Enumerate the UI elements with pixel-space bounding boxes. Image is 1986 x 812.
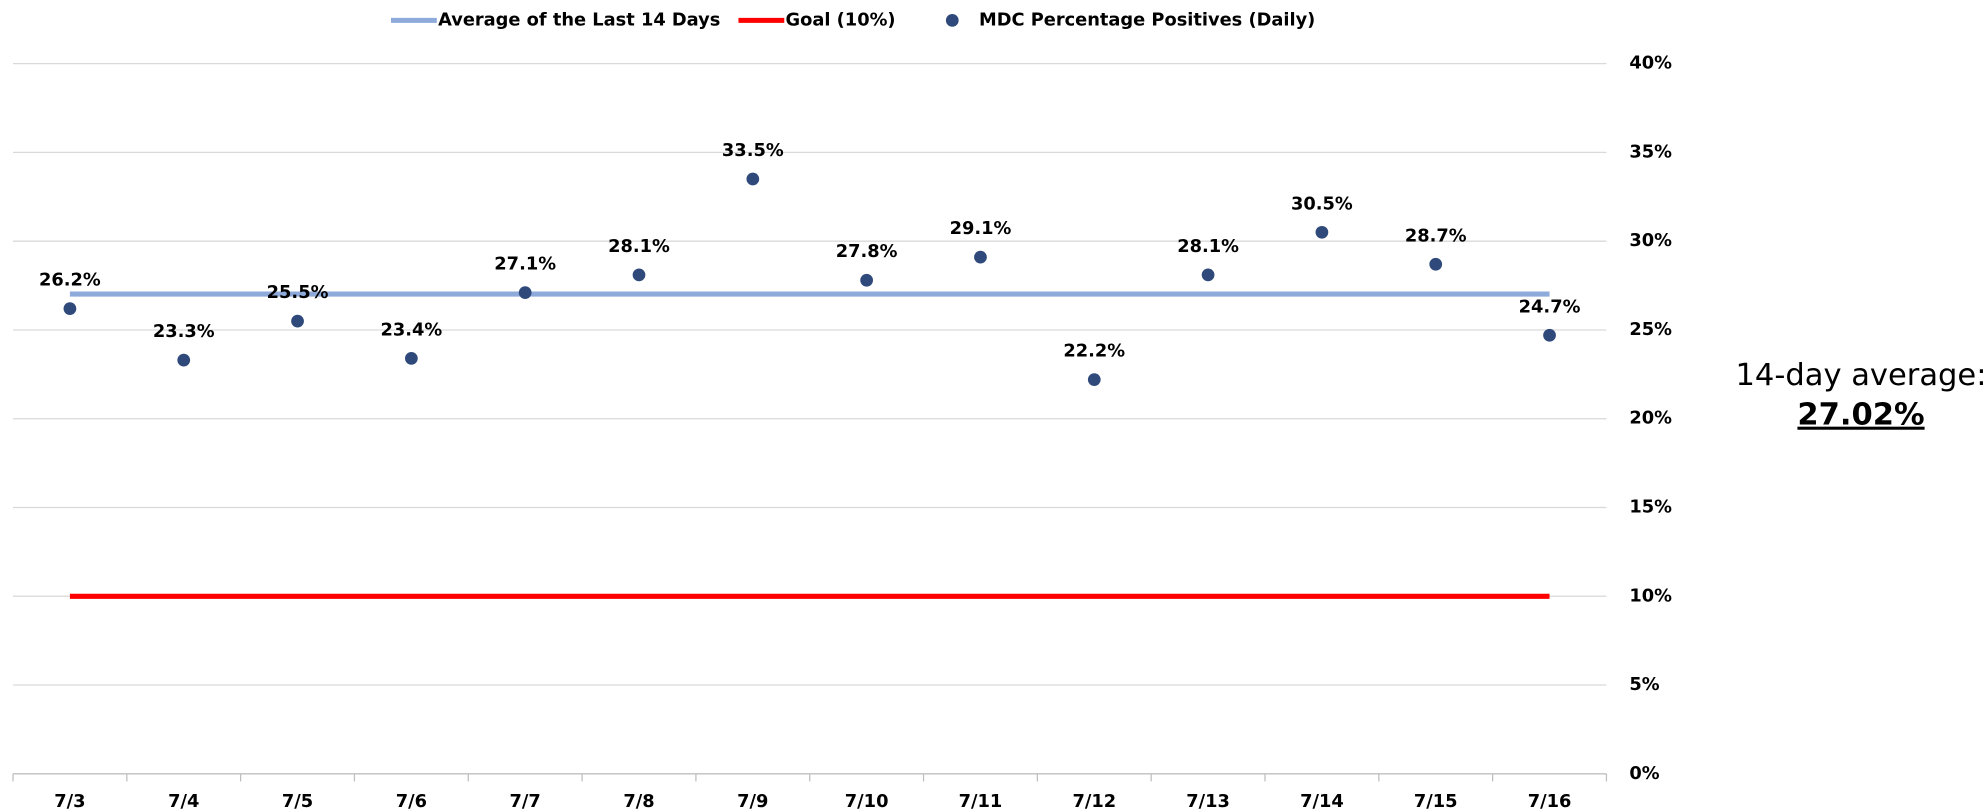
x-tick-label: 7/11 — [959, 791, 1003, 812]
data-point — [974, 250, 987, 264]
data-point — [405, 351, 418, 365]
x-tick-label: 7/13 — [1186, 791, 1230, 812]
data-label: 29.1% — [950, 218, 1012, 239]
data-label: 30.5% — [1291, 193, 1353, 214]
legend-swatch — [945, 14, 959, 27]
data-point — [1201, 268, 1215, 282]
y-tick-label: 30% — [1629, 230, 1672, 251]
data-label: 23.3% — [153, 321, 215, 342]
x-tick-label: 7/14 — [1300, 791, 1344, 812]
legend-label: Average of the Last 14 Days — [438, 9, 720, 30]
data-point — [291, 314, 304, 328]
y-tick-label: 35% — [1629, 141, 1672, 162]
legend-label: Goal (10%) — [786, 9, 896, 30]
data-label: 22.2% — [1063, 341, 1125, 362]
y-tick-label: 10% — [1629, 585, 1672, 606]
data-point — [746, 172, 760, 186]
x-tick-label: 7/7 — [510, 791, 541, 812]
y-tick-label: 0% — [1629, 763, 1659, 784]
data-label: 27.1% — [494, 254, 556, 275]
x-tick-label: 7/6 — [396, 791, 427, 812]
data-point — [860, 273, 873, 287]
y-tick-label: 15% — [1629, 497, 1672, 518]
y-tick-label: 20% — [1629, 408, 1672, 429]
data-point — [1429, 257, 1443, 271]
x-tick-label: 7/16 — [1528, 791, 1572, 812]
x-tick-label: 7/12 — [1072, 791, 1116, 812]
data-label: 27.8% — [836, 241, 898, 262]
x-tick-label: 7/4 — [168, 791, 199, 812]
x-tick-label: 7/3 — [54, 791, 85, 812]
y-tick-label: 40% — [1629, 53, 1672, 74]
annotation-value: 27.02% — [1797, 398, 1924, 433]
data-label: 28.1% — [1177, 236, 1239, 257]
x-tick-label: 7/5 — [282, 791, 313, 812]
data-point — [177, 353, 191, 367]
data-label: 28.7% — [1405, 225, 1467, 246]
annotation-label: 14-day average: — [1735, 358, 1986, 393]
x-tick-label: 7/15 — [1414, 791, 1458, 812]
x-tick-label: 7/8 — [623, 791, 654, 812]
data-point — [1087, 373, 1101, 387]
data-label: 23.4% — [380, 319, 442, 340]
y-tick-label: 5% — [1629, 674, 1659, 695]
data-label: 28.1% — [608, 236, 670, 257]
data-label: 33.5% — [722, 140, 784, 161]
data-label: 25.5% — [267, 282, 329, 303]
data-label: 26.2% — [39, 270, 101, 291]
y-tick-label: 25% — [1629, 319, 1672, 340]
data-point — [518, 286, 532, 300]
x-tick-label: 7/10 — [845, 791, 889, 812]
data-point — [1315, 225, 1329, 239]
data-label: 24.7% — [1519, 296, 1581, 317]
data-point — [632, 268, 646, 282]
data-point — [1543, 328, 1556, 342]
data-point — [63, 302, 77, 316]
legend-label: MDC Percentage Positives (Daily) — [979, 9, 1315, 30]
x-tick-label: 7/9 — [737, 791, 768, 812]
